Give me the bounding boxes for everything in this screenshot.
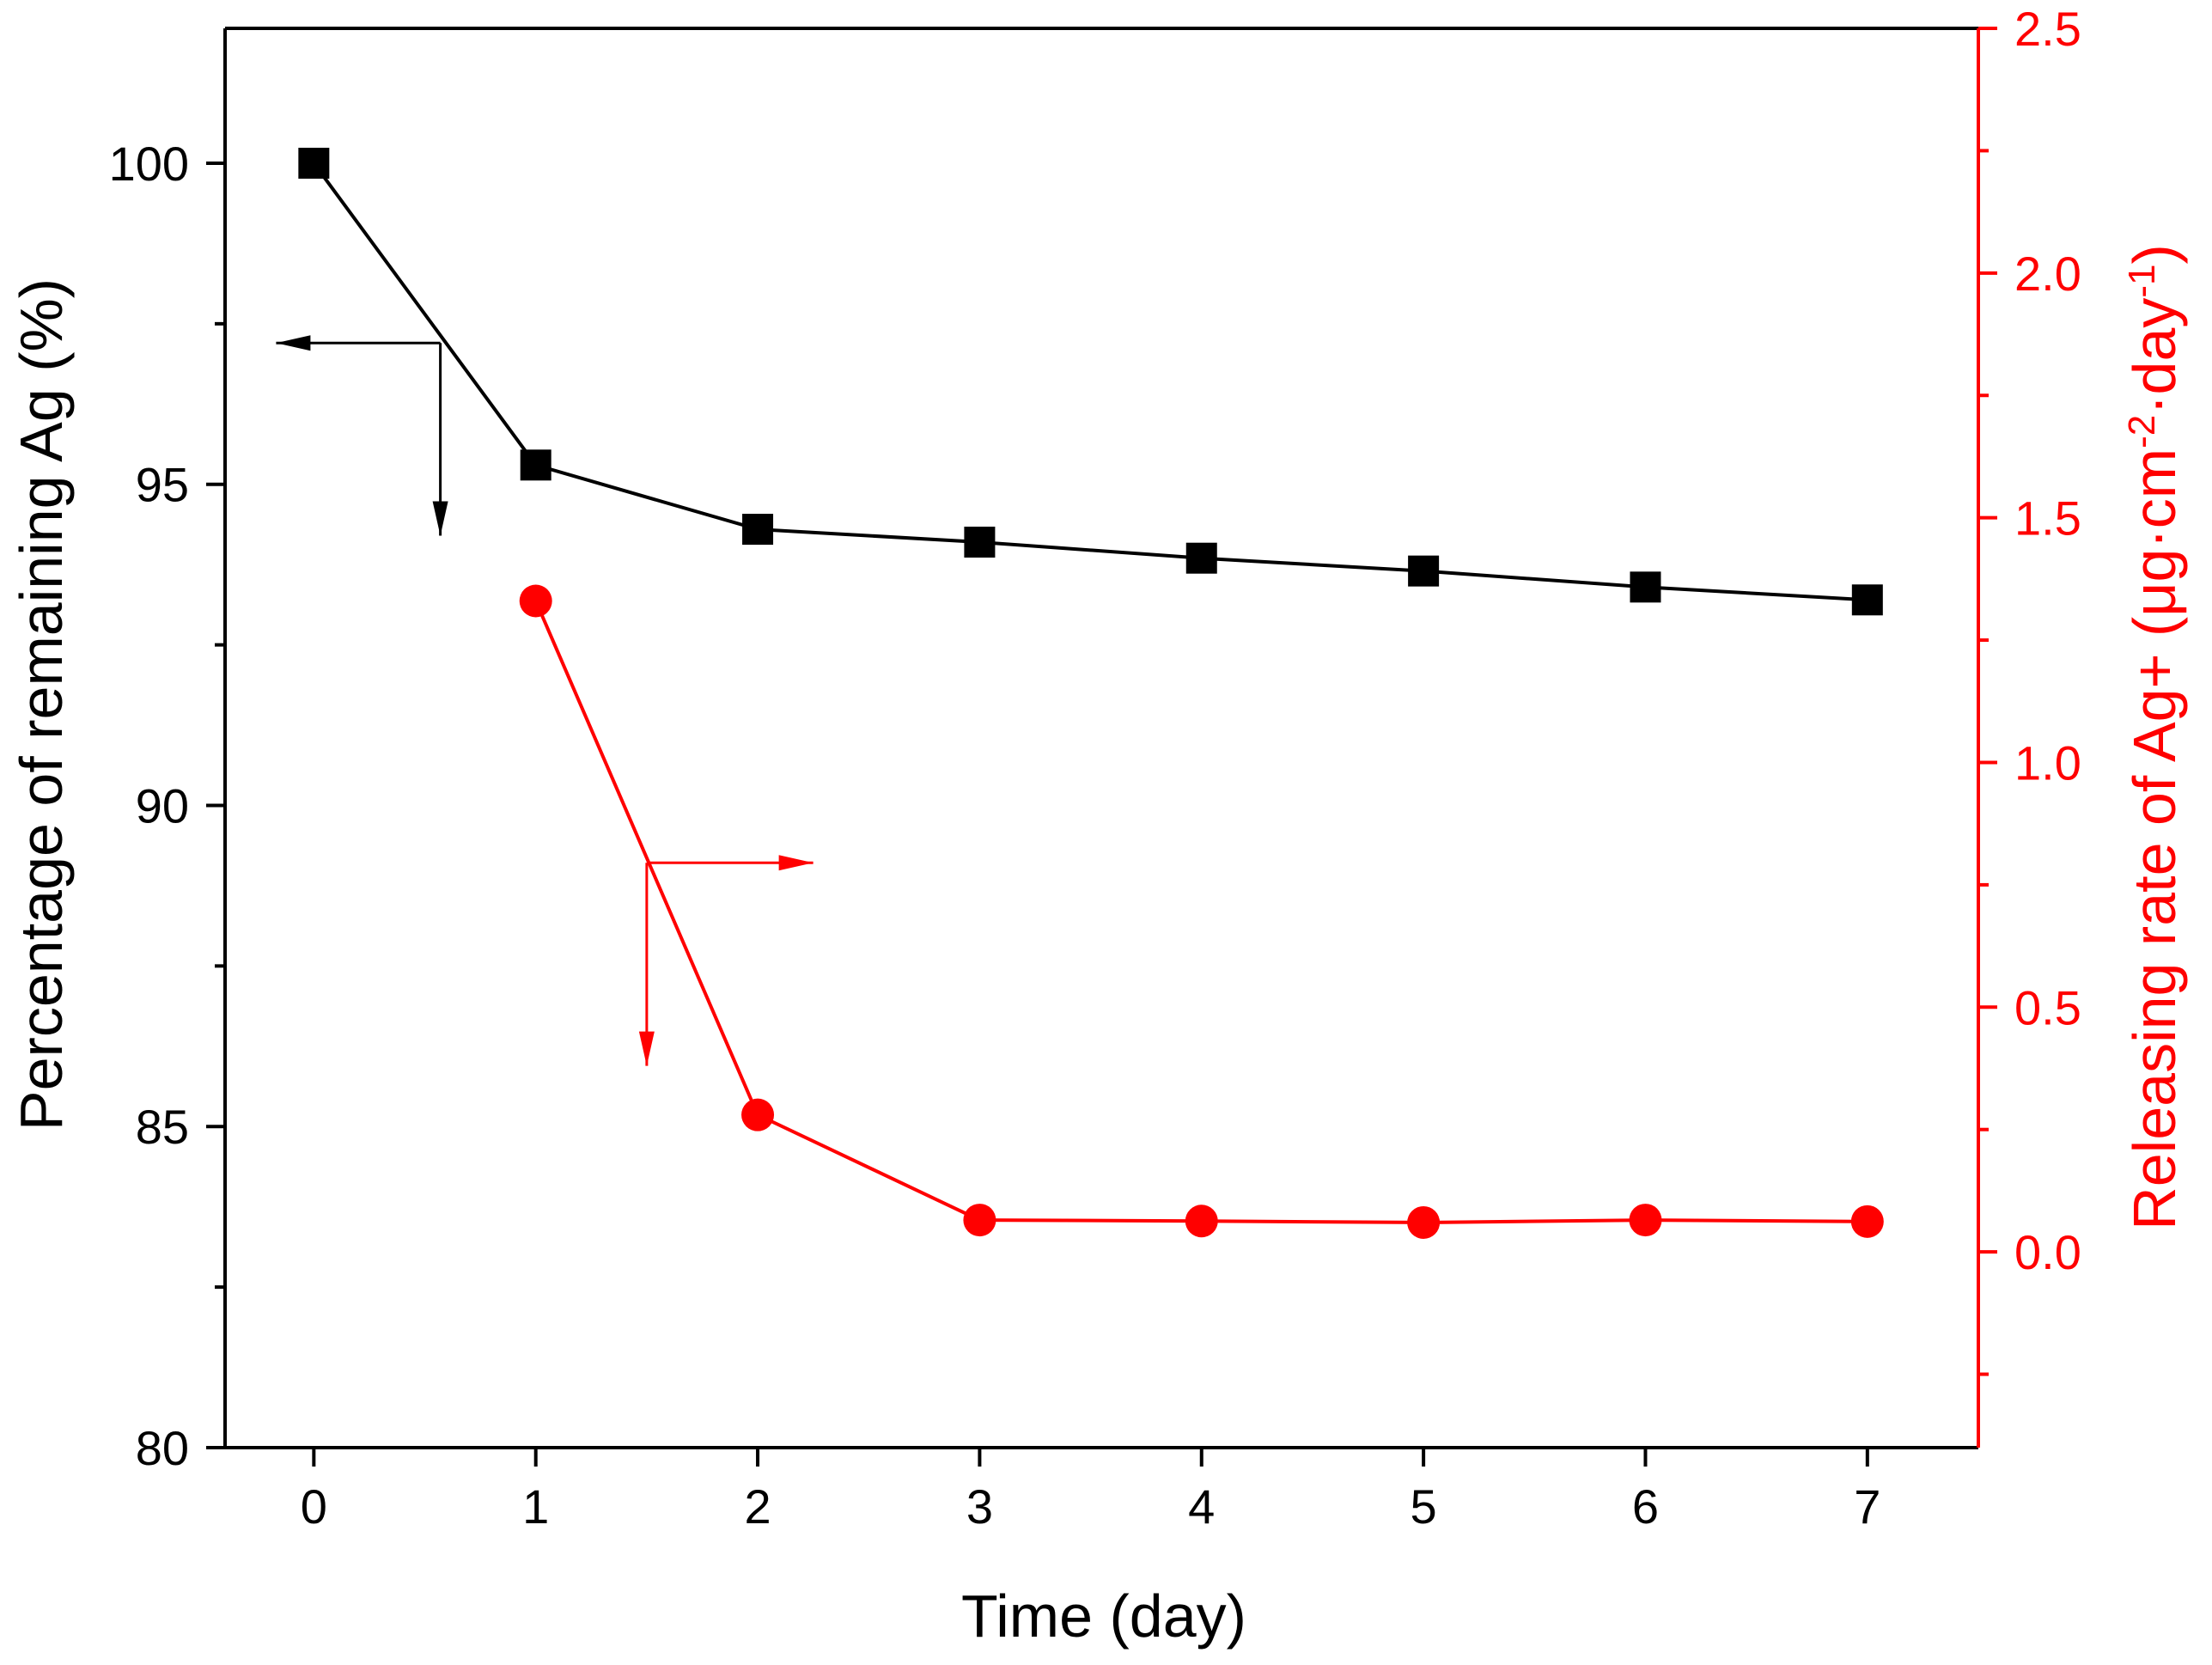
right-y-axis-title-main: Releasing rate of Ag+ (μg·cm bbox=[2121, 448, 2188, 1230]
release-rate-point bbox=[1407, 1205, 1441, 1239]
right-y-tick-label: 2.0 bbox=[2014, 247, 2081, 301]
remaining-ag-point bbox=[1630, 571, 1661, 603]
right-y-axis-title: Releasing rate of Ag+ (μg·cm-2·day-1) bbox=[2121, 244, 2189, 1230]
release-rate-point bbox=[1185, 1205, 1218, 1238]
x-tick-label: 1 bbox=[522, 1479, 549, 1534]
x-tick-label: 0 bbox=[301, 1479, 327, 1534]
x-tick-label: 6 bbox=[1632, 1479, 1659, 1534]
right-y-axis-title-end: ) bbox=[2121, 244, 2188, 264]
remaining-ag-point bbox=[742, 514, 774, 546]
series bbox=[298, 147, 1884, 1239]
release-rate-point bbox=[963, 1204, 996, 1237]
remaining-ag-point bbox=[1851, 584, 1883, 616]
annotations bbox=[276, 335, 814, 1066]
left-y-tick-label: 100 bbox=[109, 137, 189, 191]
left-y-tick-label: 80 bbox=[136, 1421, 189, 1475]
right-y-tick-label: 0.0 bbox=[2014, 1225, 2081, 1279]
left-y-tick-label: 85 bbox=[136, 1100, 189, 1154]
x-axis-title: Time (day) bbox=[961, 1583, 1246, 1650]
x-tick-label: 2 bbox=[744, 1479, 771, 1534]
remaining-ag-line bbox=[312, 162, 1868, 602]
left-y-axis-title: Percentage of remaining Ag (%) bbox=[8, 278, 75, 1131]
right-y-axis-title-sup1: -2 bbox=[2121, 415, 2163, 448]
right-y-tick-label: 2.5 bbox=[2014, 2, 2081, 56]
right-pointer-down-arrowhead bbox=[638, 1031, 655, 1066]
x-tick-label: 7 bbox=[1854, 1479, 1880, 1534]
axes: 0 1 2 3 4 5 6 7 80 85 90 95 100 0.0 0.5 1.0 1.5 2.0 2.5 bbox=[109, 2, 2081, 1534]
remaining-ag-point bbox=[964, 527, 996, 558]
x-tick-label: 3 bbox=[966, 1479, 993, 1534]
right-y-axis-title-mid: ·day bbox=[2121, 298, 2188, 415]
right-y-tick-label: 0.5 bbox=[2014, 980, 2081, 1034]
left-pointer-arrowhead bbox=[276, 335, 311, 351]
right-pointer-arrowhead bbox=[778, 855, 814, 871]
right-y-tick-label: 1.5 bbox=[2014, 491, 2081, 546]
right-y-tick-label: 1.0 bbox=[2014, 735, 2081, 790]
remaining-ag-point bbox=[520, 449, 551, 481]
remaining-ag-point bbox=[298, 147, 330, 179]
release-rate-point bbox=[741, 1098, 775, 1131]
right-y-axis-title-sup2: -1 bbox=[2121, 264, 2163, 297]
left-y-tick-label: 95 bbox=[136, 458, 189, 512]
remaining-ag-point bbox=[1185, 542, 1217, 574]
release-rate-point bbox=[1850, 1205, 1884, 1238]
left-y-tick-label: 90 bbox=[136, 778, 189, 832]
x-tick-label: 5 bbox=[1411, 1479, 1437, 1534]
x-tick-label: 4 bbox=[1188, 1479, 1215, 1534]
remaining-ag-point bbox=[1408, 555, 1440, 587]
release-rate-point bbox=[519, 584, 552, 618]
release-rate-point bbox=[1629, 1204, 1662, 1237]
left-pointer-down-arrowhead bbox=[432, 501, 448, 536]
